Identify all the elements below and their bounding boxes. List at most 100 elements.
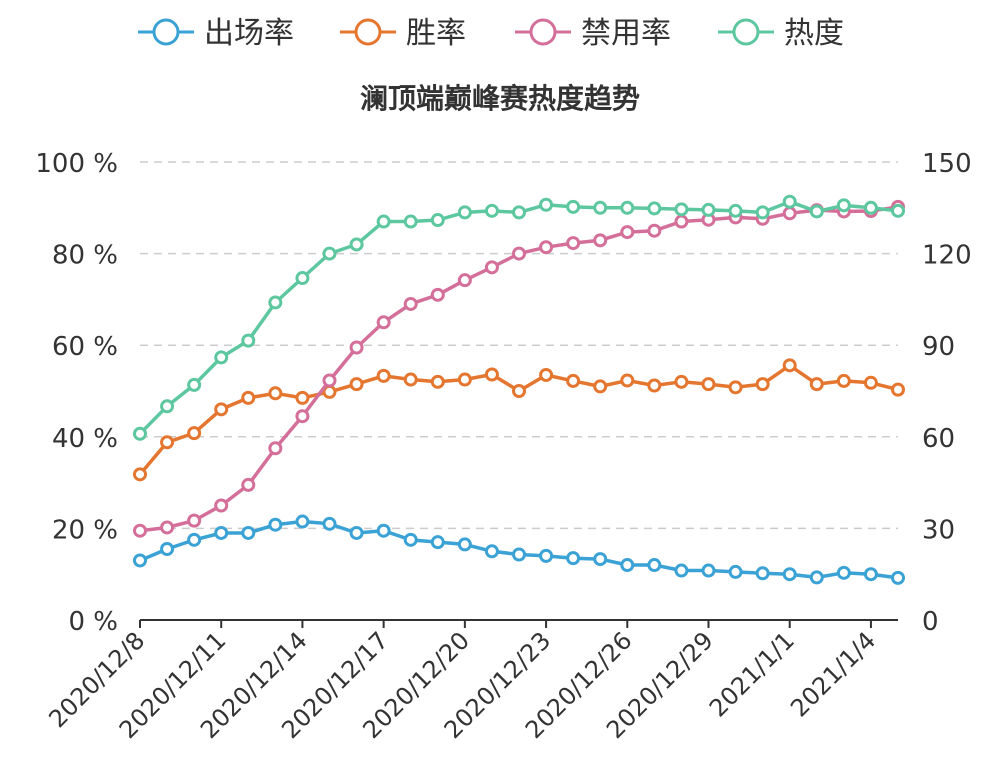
data-point[interactable] bbox=[160, 542, 175, 557]
data-point[interactable] bbox=[430, 374, 445, 389]
data-point[interactable] bbox=[809, 377, 824, 392]
data-point[interactable] bbox=[295, 390, 310, 405]
data-point[interactable] bbox=[593, 233, 608, 248]
data-point[interactable] bbox=[891, 382, 905, 397]
data-point[interactable] bbox=[133, 553, 147, 568]
data-point[interactable] bbox=[566, 551, 581, 566]
data-point[interactable] bbox=[809, 570, 824, 585]
data-point[interactable] bbox=[160, 520, 175, 535]
data-point[interactable] bbox=[728, 564, 743, 579]
data-point[interactable] bbox=[484, 367, 499, 382]
data-point[interactable] bbox=[647, 201, 662, 216]
data-point[interactable] bbox=[160, 399, 175, 414]
data-point[interactable] bbox=[836, 198, 851, 213]
data-point[interactable] bbox=[566, 236, 581, 251]
data-point[interactable] bbox=[620, 225, 635, 240]
data-point[interactable] bbox=[376, 214, 391, 229]
data-point[interactable] bbox=[566, 373, 581, 388]
data-point[interactable] bbox=[322, 373, 337, 388]
data-point[interactable] bbox=[322, 246, 337, 261]
data-point[interactable] bbox=[268, 386, 283, 401]
data-point[interactable] bbox=[647, 558, 662, 573]
data-point[interactable] bbox=[457, 537, 472, 552]
data-point[interactable] bbox=[241, 333, 256, 348]
data-point[interactable] bbox=[593, 200, 608, 215]
data-point[interactable] bbox=[512, 384, 526, 398]
data-point[interactable] bbox=[268, 517, 283, 532]
data-point[interactable] bbox=[566, 199, 581, 214]
data-point[interactable] bbox=[241, 477, 256, 492]
data-point[interactable] bbox=[539, 240, 554, 255]
data-point[interactable] bbox=[214, 525, 229, 540]
data-point[interactable] bbox=[403, 372, 418, 387]
data-point[interactable] bbox=[539, 548, 554, 563]
data-point[interactable] bbox=[782, 567, 797, 582]
data-point[interactable] bbox=[241, 390, 256, 405]
data-point[interactable] bbox=[133, 426, 147, 441]
data-point[interactable] bbox=[484, 260, 499, 275]
data-point[interactable] bbox=[701, 563, 716, 578]
data-point[interactable] bbox=[484, 203, 499, 218]
data-point[interactable] bbox=[647, 223, 662, 238]
data-point[interactable] bbox=[836, 565, 851, 580]
data-point[interactable] bbox=[620, 200, 635, 215]
data-point[interactable] bbox=[728, 380, 743, 395]
chart-legend[interactable]: 出场率 胜率 禁用率 热度 bbox=[138, 16, 844, 51]
data-point[interactable] bbox=[133, 523, 147, 538]
data-point[interactable] bbox=[376, 523, 391, 538]
data-point[interactable] bbox=[268, 295, 283, 310]
data-point[interactable] bbox=[376, 368, 391, 383]
data-point[interactable] bbox=[539, 367, 554, 382]
data-point[interactable] bbox=[863, 567, 878, 582]
data-point[interactable] bbox=[349, 377, 364, 392]
data-point[interactable] bbox=[782, 358, 797, 373]
data-point[interactable] bbox=[674, 214, 689, 229]
data-point[interactable] bbox=[295, 514, 310, 529]
data-point[interactable] bbox=[160, 435, 175, 450]
data-point[interactable] bbox=[755, 205, 770, 220]
data-point[interactable] bbox=[539, 197, 554, 212]
data-point[interactable] bbox=[133, 467, 147, 482]
data-point[interactable] bbox=[674, 563, 689, 578]
data-point[interactable] bbox=[863, 375, 878, 390]
data-point[interactable] bbox=[512, 205, 526, 220]
data-point[interactable] bbox=[349, 525, 364, 540]
data-point[interactable] bbox=[647, 378, 662, 393]
data-point[interactable] bbox=[620, 373, 635, 388]
data-point[interactable] bbox=[512, 547, 526, 562]
data-point[interactable] bbox=[430, 535, 445, 550]
data-point[interactable] bbox=[809, 204, 824, 219]
data-point[interactable] bbox=[295, 271, 310, 286]
data-point[interactable] bbox=[322, 516, 337, 531]
data-point[interactable] bbox=[187, 377, 202, 392]
data-point[interactable] bbox=[430, 287, 445, 302]
data-point[interactable] bbox=[214, 350, 229, 365]
data-point[interactable] bbox=[214, 402, 229, 417]
data-point[interactable] bbox=[457, 273, 472, 288]
data-point[interactable] bbox=[403, 532, 418, 547]
data-point[interactable] bbox=[593, 552, 608, 567]
data-point[interactable] bbox=[187, 513, 202, 528]
data-point[interactable] bbox=[268, 441, 283, 456]
data-point[interactable] bbox=[214, 498, 229, 513]
data-point[interactable] bbox=[891, 570, 905, 585]
legend-item[interactable]: 禁用率 bbox=[515, 16, 671, 51]
data-point[interactable] bbox=[457, 372, 472, 387]
data-point[interactable] bbox=[891, 203, 905, 218]
data-point[interactable] bbox=[674, 374, 689, 389]
data-point[interactable] bbox=[728, 203, 743, 218]
data-point[interactable] bbox=[349, 340, 364, 355]
data-point[interactable] bbox=[241, 525, 256, 540]
data-point[interactable] bbox=[836, 373, 851, 388]
legend-item[interactable]: 出场率 bbox=[138, 16, 294, 51]
data-point[interactable] bbox=[403, 214, 418, 229]
data-point[interactable] bbox=[376, 315, 391, 330]
data-point[interactable] bbox=[593, 379, 608, 394]
data-point[interactable] bbox=[782, 194, 797, 209]
data-point[interactable] bbox=[295, 409, 310, 424]
data-point[interactable] bbox=[701, 202, 716, 217]
data-point[interactable] bbox=[755, 377, 770, 392]
data-point[interactable] bbox=[484, 544, 499, 559]
data-point[interactable] bbox=[863, 200, 878, 215]
data-point[interactable] bbox=[755, 566, 770, 581]
